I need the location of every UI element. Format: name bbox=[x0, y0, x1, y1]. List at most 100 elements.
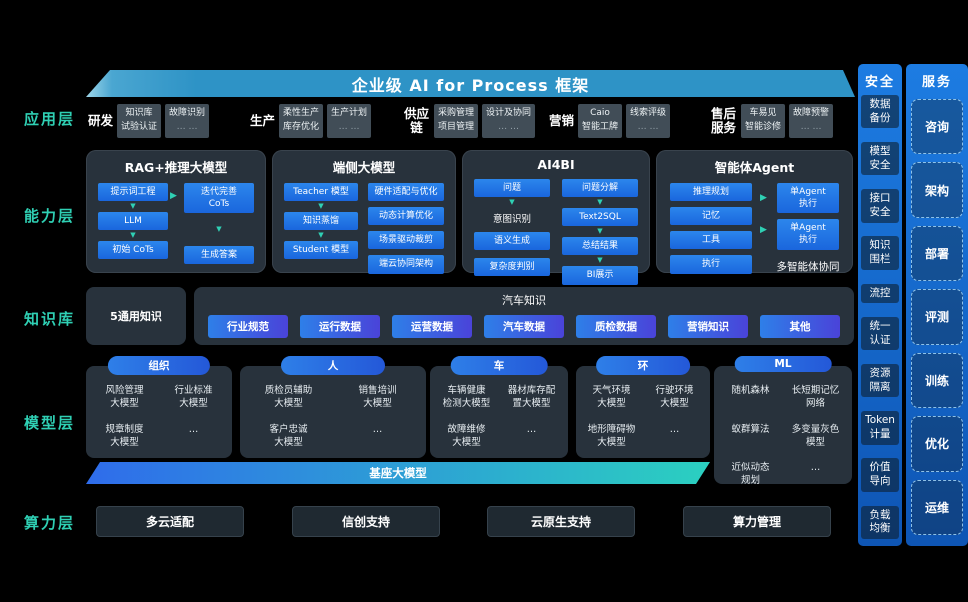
app-group-production: 生产 柔性生产 库存优化 生产计划 … … bbox=[250, 101, 372, 141]
step-node: 提示词工程 bbox=[98, 183, 168, 202]
app-item: Caio bbox=[590, 108, 610, 119]
app-item: 知识库 bbox=[125, 108, 153, 119]
app-item-box: 柔性生产 库存优化 bbox=[279, 104, 324, 138]
step-node: 问题 bbox=[474, 179, 550, 198]
app-item-box: 故障识别 … … bbox=[165, 104, 210, 138]
app-item-more: … … bbox=[176, 122, 198, 132]
step-node: 意图识别 bbox=[492, 214, 531, 226]
app-item: 车易见 bbox=[749, 108, 777, 119]
step-node: 问题分解 bbox=[562, 179, 638, 198]
arrow-down-icon: ▼ bbox=[318, 202, 324, 211]
model-group-tag: 组织 bbox=[107, 356, 211, 375]
knowledge-general-box: 5通用知识 bbox=[86, 287, 186, 345]
model-item: 风险管理 大模型 bbox=[105, 385, 144, 410]
app-item-more: … … bbox=[338, 122, 360, 132]
security-item: 资源 隔离 bbox=[861, 364, 899, 398]
capability-title: RAG+推理大模型 bbox=[124, 160, 228, 175]
arrow-down-icon: ▼ bbox=[509, 198, 515, 207]
security-item: 模型 安全 bbox=[861, 142, 899, 176]
model-group-ml: ML 随机森林 长短期记忆 网络 蚁群算法 多变量灰色 模型 近似动态 规划 … bbox=[714, 356, 852, 486]
model-item: 行驶环境 大模型 bbox=[655, 385, 694, 410]
security-sidebar-title: 安全 bbox=[864, 75, 895, 90]
foundation-model-bar: 基座大模型 bbox=[86, 462, 710, 484]
app-item: 线索评级 bbox=[630, 108, 667, 119]
security-item: 负载 均衡 bbox=[861, 505, 899, 539]
step-node: 复杂度判别 bbox=[474, 258, 550, 277]
services-sidebar: 服务 咨询 架构 部署 评测 训练 优化 运维 bbox=[906, 64, 968, 546]
security-item: 统一 认证 bbox=[861, 317, 899, 351]
agent-caption: 多智能体协同 bbox=[776, 260, 840, 273]
capability-box-ai4bi: AI4BI 问题 ▼ 意图识别 语义生成 复杂度判别 问题分解 ▼ Text2S… bbox=[462, 150, 650, 285]
capability-title: 智能体Agent bbox=[714, 160, 795, 175]
app-item-box: 车易见 智能诊修 bbox=[741, 104, 786, 138]
app-item: 项目管理 bbox=[438, 122, 475, 132]
arrow-down-icon: ▼ bbox=[597, 227, 603, 236]
app-item-box: 采购管理 项目管理 bbox=[434, 104, 479, 138]
service-item: 训练 bbox=[911, 352, 963, 409]
app-item: 故障预警 bbox=[793, 108, 830, 119]
knowledge-pill: 运行数据 bbox=[300, 315, 380, 338]
app-item: 智能工牌 bbox=[582, 122, 619, 132]
model-item-more: … bbox=[669, 423, 680, 435]
step-node: 单Agent 执行 bbox=[777, 219, 839, 250]
service-item: 架构 bbox=[911, 162, 963, 218]
app-item-more: … … bbox=[800, 122, 822, 132]
model-item-more: … bbox=[372, 423, 383, 435]
arrow-down-icon: ▼ bbox=[130, 231, 136, 240]
compute-label: 云原生支持 bbox=[530, 515, 591, 529]
security-item: 流控 bbox=[861, 283, 899, 304]
model-group-vehicle: 车 车辆健康 检测大模型 器材库存配 置大模型 故障维修 大模型 … bbox=[430, 356, 568, 458]
layer-label-capability: 能力层 bbox=[24, 207, 76, 225]
arrow-down-icon: ▼ bbox=[597, 256, 603, 265]
app-item: 生产计划 bbox=[331, 108, 368, 119]
app-item-box: 知识库 试验认证 bbox=[117, 104, 162, 138]
step-node: 工具 bbox=[670, 231, 752, 250]
capability-box-rag: RAG+推理大模型 提示词工程 ▼ LLM ▼ 初始 CoTs 迭代完善 CoT… bbox=[86, 150, 266, 273]
step-node: 硬件适配与优化 bbox=[368, 183, 444, 202]
capability-box-agent: 智能体Agent 推理规划 记忆 工具 执行 单Agent 执行 单Agent … bbox=[656, 150, 853, 274]
compute-item-cloudnative: 云原生支持 bbox=[487, 506, 635, 537]
layer-label-knowledge: 知识库 bbox=[24, 310, 76, 328]
compute-item-xinchuang: 信创支持 bbox=[292, 506, 440, 537]
arrow-right-icon: ▶ bbox=[170, 191, 177, 201]
step-node: 记忆 bbox=[670, 207, 752, 226]
model-item: 器材库存配 置大模型 bbox=[507, 385, 556, 410]
knowledge-pill: 汽车数据 bbox=[484, 315, 564, 338]
model-group-tag: 环 bbox=[596, 356, 690, 375]
model-item-more: … bbox=[188, 423, 199, 435]
framework-title-banner: 企业级 AI for Process 框架 bbox=[86, 70, 855, 97]
model-item: 多变量灰色 模型 bbox=[791, 423, 840, 448]
app-item: 故障识别 bbox=[169, 108, 206, 119]
knowledge-pill: 其他 bbox=[760, 315, 840, 338]
app-group-supply-chain: 供应链 采购管理 项目管理 设计及协同 … … bbox=[403, 101, 536, 141]
security-item: 数据 备份 bbox=[861, 95, 899, 129]
model-group-environment: 环 天气环境 大模型 行驶环境 大模型 地形障碍物 大模型 … bbox=[576, 356, 710, 458]
step-node: LLM bbox=[98, 212, 168, 231]
model-group-tag: 人 bbox=[281, 356, 385, 375]
model-item: 蚁群算法 bbox=[731, 423, 770, 435]
app-item-box: 生产计划 … … bbox=[327, 104, 372, 138]
step-node: Student 模型 bbox=[284, 241, 358, 260]
compute-label: 信创支持 bbox=[341, 515, 390, 529]
security-item: 接口 安全 bbox=[861, 189, 899, 223]
knowledge-auto-box: 汽车知识 行业规范 运行数据 运营数据 汽车数据 质检数据 营销知识 其他 bbox=[194, 287, 854, 345]
step-node: 场景驱动裁剪 bbox=[368, 231, 444, 250]
step-node: 总结结果 bbox=[562, 237, 638, 256]
app-item: 试验认证 bbox=[121, 122, 158, 132]
step-node: Text2SQL bbox=[562, 208, 638, 227]
model-item: 客户忠诚 大模型 bbox=[269, 423, 308, 448]
model-item: 地形障碍物 大模型 bbox=[587, 423, 636, 448]
step-node: 初始 CoTs bbox=[98, 241, 168, 260]
app-group-after-sales: 售后服务 车易见 智能诊修 故障预警 … … bbox=[710, 101, 834, 141]
knowledge-pill: 运营数据 bbox=[392, 315, 472, 338]
app-group-label: 营销 bbox=[549, 112, 575, 128]
knowledge-pill: 营销知识 bbox=[668, 315, 748, 338]
security-item: Token 计量 bbox=[861, 411, 899, 445]
model-item-more: … bbox=[810, 462, 821, 474]
model-item: 近似动态 规划 bbox=[731, 462, 770, 487]
security-item: 知识 围栏 bbox=[861, 236, 899, 270]
step-node: 迭代完善 CoTs bbox=[184, 183, 254, 214]
framework-title: 企业级 AI for Process 框架 bbox=[351, 75, 590, 95]
foundation-model-label: 基座大模型 bbox=[369, 466, 427, 480]
step-node: 执行 bbox=[670, 255, 752, 274]
